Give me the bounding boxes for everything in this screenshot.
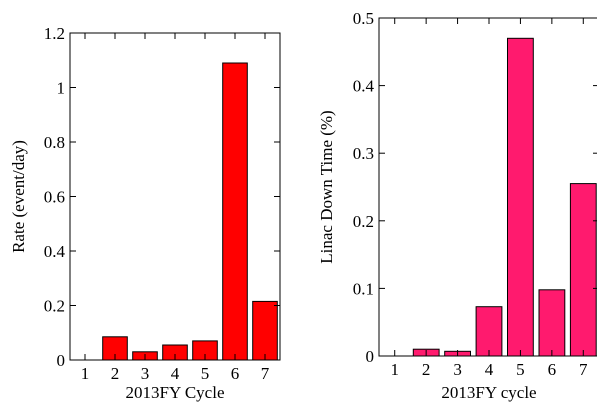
y-tick-label: 1 [57,79,66,98]
y-tick-label: 0.2 [353,212,374,231]
y-tick-label: 0.8 [44,133,65,152]
y-tick-label: 0.3 [353,144,374,163]
y-axis-label: Linac Down Time (%) [317,110,336,263]
y-axis-label: Rate (event/day) [9,140,28,253]
x-tick-label: 5 [201,364,210,383]
x-tick-label: 6 [231,364,240,383]
y-tick-label: 1.2 [44,24,65,43]
x-tick-label: 3 [141,364,150,383]
y-tick-label: 0.5 [353,9,374,28]
x-axis-label: 2013FY cycle [441,383,536,402]
bar-cycle-4 [475,306,503,357]
y-tick-label: 0 [57,351,66,370]
rate-chart: 0 0.2 0.4 0.6 0.8 1 1.2 1 2 3 4 5 6 7 2013FY Cycle Rate… [9,24,281,402]
x-tick-label: 4 [171,364,180,383]
plot-frame [69,32,281,361]
y-tick-label: 0.4 [353,77,375,96]
y-tick-label: 0.4 [44,242,66,261]
x-tick-label: 5 [516,360,525,379]
x-tick-label: 7 [579,360,588,379]
x-tick-label: 1 [390,360,399,379]
bar-cycle-5 [507,37,534,357]
y-tick-label: 0.6 [44,188,65,207]
x-tick-label: 4 [485,360,494,379]
x-tick-label: 1 [81,364,90,383]
y-tick-label: 0.2 [44,297,65,316]
x-tick-label: 7 [261,364,270,383]
y-tick-label: 0 [366,347,375,366]
x-axis-label: 2013FY Cycle [125,383,224,402]
y-tick-label: 0.1 [353,279,374,298]
x-tick-label: 2 [422,360,431,379]
bar-cycle-6 [538,289,566,357]
bar-cycle-7 [569,183,597,357]
bar-cycle-7 [252,300,278,361]
bar-cycle-6 [222,62,248,361]
x-tick-label: 6 [548,360,557,379]
x-tick-label: 2 [111,364,120,383]
x-tick-label: 3 [453,360,462,379]
downtime-chart: 0 0.1 0.2 0.3 0.4 0.5 1 2 3 4 5 6 7 2013FY cycle Linac… [317,9,597,402]
